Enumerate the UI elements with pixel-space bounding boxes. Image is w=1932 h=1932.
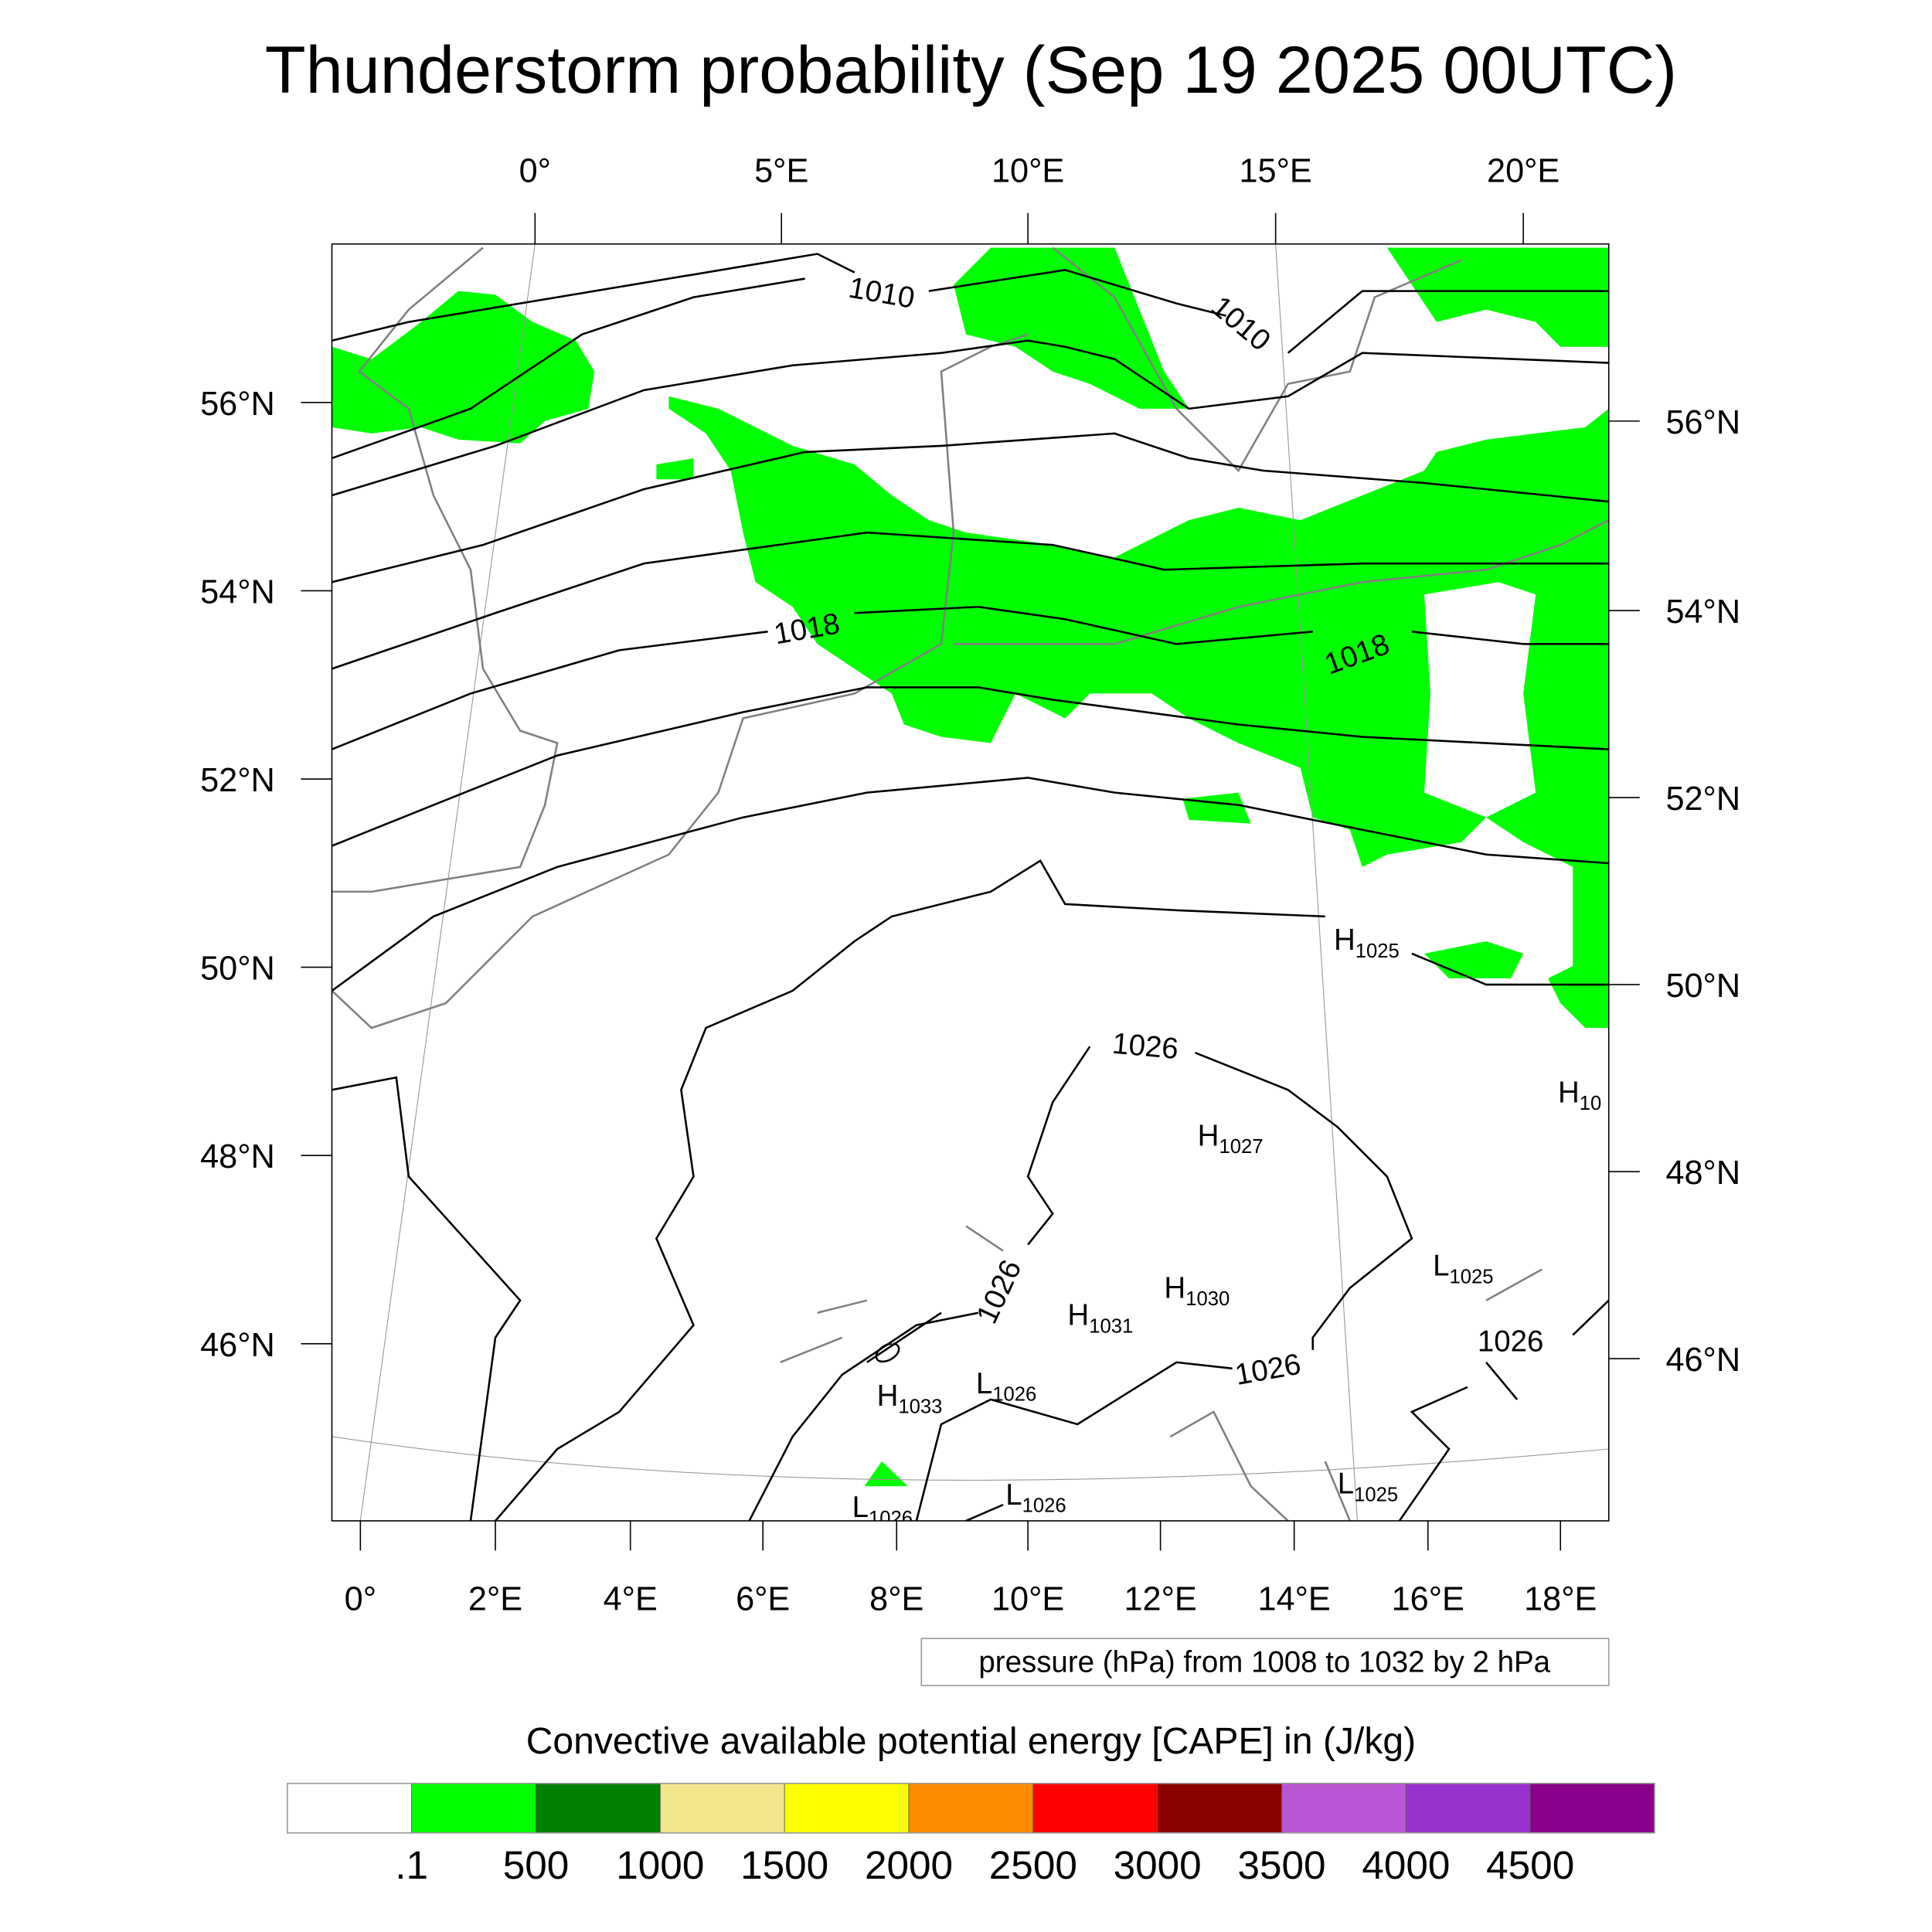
colorbar-label: 1000 [616,1843,704,1887]
cape-shading [332,247,1609,1487]
contour-label: 1026 [970,1255,1028,1329]
contour-label: 1010 [1205,290,1277,358]
colorbar-swatch [1157,1783,1282,1834]
top-lon-label: 0° [519,153,551,190]
graticule [332,243,1609,1521]
cape-region [656,457,694,480]
pressure-center-marker: L1026 [976,1367,1036,1406]
pressure-center-marker: L1026 [852,1491,913,1529]
colorbar-label: 3500 [1237,1843,1325,1887]
pressure-center-marker: H1031 [1067,1299,1133,1338]
contour-label: 1026 [1478,1325,1544,1358]
colorbar-swatch [1032,1783,1158,1834]
top-lon-label: 10°E [992,153,1064,190]
contour-info: pressure (hPa) from 1008 to 1032 by 2 hP… [978,1645,1550,1679]
isobars [332,253,1609,1521]
map-frame [331,243,1610,1522]
left-lat-label: 54°N [200,573,275,611]
colorbar-swatch [536,1783,661,1834]
colorbar-swatch [908,1783,1034,1834]
cape-region [1182,792,1251,824]
left-lat-label: 56°N [200,386,275,423]
chart-title: Thunderstorm probability (Sep 19 2025 00… [265,33,1677,107]
cape-region [1386,247,1609,347]
colorbar-swatch [784,1783,910,1834]
colorbar-swatch [1405,1783,1531,1834]
bottom-lon-label: 2°E [468,1580,522,1617]
left-lat-label: 48°N [200,1138,275,1175]
cape-region [864,1461,908,1487]
map-area: 1010 1010 1018 1018 1026 1026 1026 1026 … [332,243,1609,1529]
pressure-center-marker: H1030 [1164,1271,1230,1310]
colorbar-label: 500 [503,1843,570,1887]
coastlines [332,247,1609,1521]
colorbar-title: Convective available potential energy [C… [526,1720,1416,1762]
colorbar-label: 1500 [740,1843,828,1887]
cape-region [332,291,595,444]
bottom-lon-label: 14°E [1258,1580,1331,1617]
colorbar-swatch [287,1783,413,1834]
top-lon-label: 20°E [1487,153,1560,190]
bottom-lon-label: 0° [345,1580,376,1617]
bottom-lon-label: 6°E [736,1580,790,1617]
colorbar-frame [286,1782,1655,1834]
right-lat-label: 50°N [1665,968,1740,1005]
bottom-lon-label: 8°E [869,1580,923,1617]
bottom-lon-label: 4°E [604,1580,658,1617]
colorbar-label: 2500 [989,1843,1077,1887]
colorbar-label: 3000 [1114,1843,1202,1887]
pressure-center-marker: H1025 [1334,923,1400,962]
cape-region [668,396,1609,1029]
colorbar-label: 2000 [865,1843,953,1887]
left-lat-label: 50°N [200,951,275,988]
colorbar-swatch [1281,1783,1406,1834]
colorbar: .1 500 1000 1500 2000 2500 3000 3500 4000 4500 [286,1782,1655,1887]
pressure-center-marker: H1033 [877,1379,943,1418]
contour-label: 1010 [846,271,917,315]
colorbar-label: .1 [395,1843,428,1887]
colorbar-label: 4000 [1362,1843,1450,1887]
left-lat-label: 52°N [200,762,275,799]
contour-label: 1026 [1111,1027,1180,1066]
cape-gap [1423,582,1536,818]
bottom-lon-label: 12°E [1124,1580,1196,1617]
right-lat-label: 48°N [1665,1155,1740,1192]
right-lat-label: 54°N [1665,594,1740,631]
pressure-center-marker: L1026 [1005,1478,1066,1517]
right-lat-label: 56°N [1665,404,1740,441]
pressure-center-marker: L1025 [1338,1468,1398,1506]
pressure-centers: H1025 H10 H1027 L1025 H1030 H1031 H1033 … [852,923,1602,1529]
colorbar-swatch [411,1783,536,1834]
pressure-center-marker: L1025 [1433,1250,1493,1288]
top-lon-label: 5°E [754,153,808,190]
cape-region [1423,940,1524,979]
bottom-lon-label: 16°E [1392,1580,1464,1617]
top-lon-label: 15°E [1240,153,1312,190]
right-lat-label: 52°N [1665,781,1740,818]
contour-label: 1026 [1233,1348,1304,1392]
contour-info-box [920,1638,1610,1686]
pressure-center-marker: H1027 [1198,1119,1264,1158]
bottom-lon-label: 18°E [1524,1580,1597,1617]
axes: 0° 5°E 10°E 15°E 20°E 0° 2°E 4°E 6°E 8°E 10°E 12°E 1… [200,153,1740,1618]
colorbar-swatch [659,1783,785,1834]
right-lat-label: 46°N [1665,1342,1740,1379]
bottom-lon-label: 10°E [992,1580,1064,1617]
colorbar-label: 4500 [1486,1843,1574,1887]
colorbar-swatch [1529,1783,1655,1834]
pressure-center-marker: H10 [1558,1076,1601,1114]
left-lat-label: 46°N [200,1327,275,1364]
